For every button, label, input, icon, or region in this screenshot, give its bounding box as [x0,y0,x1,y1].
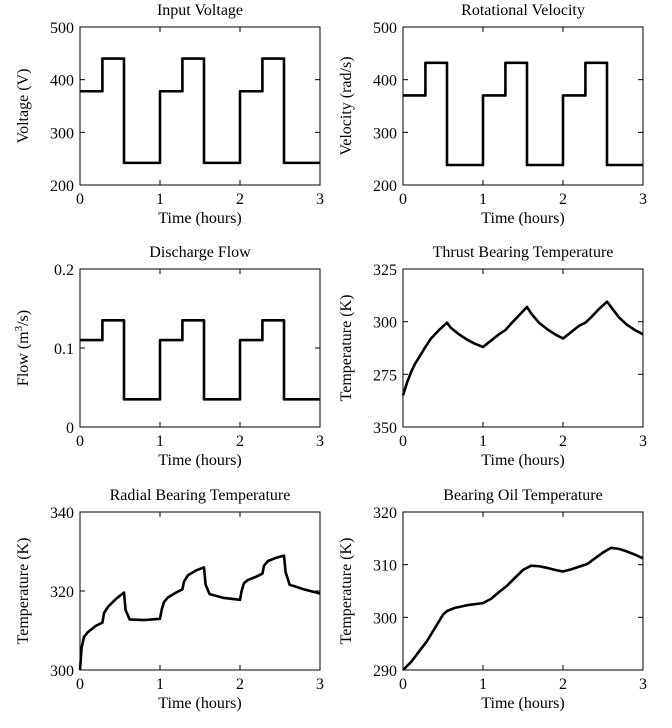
chart-title: Radial Bearing Temperature [110,487,291,504]
y-axis-label: Velocity (rad/s) [338,56,355,155]
chart-input-voltage: 0 1 2 3 200 300 400 500 Input Voltage Time (hours… [15,2,324,227]
y-tick-label: 300 [373,125,397,142]
chart-radial-bearing-temperature: 0 1 2 3 300 320 340 Radial Bearing Temperature T… [15,487,324,712]
x-tick-label: 3 [639,433,647,450]
y-tick-label: 290 [373,663,397,680]
y-axis-label: Temperature (K) [338,295,355,402]
x-tick-label: 1 [479,676,487,693]
y-tick-label: 0 [66,420,74,437]
chart-title: Input Voltage [157,2,243,19]
x-tick-label: 1 [479,433,487,450]
x-tick-label: 3 [316,433,324,450]
x-tick-label: 0 [76,433,84,450]
x-tick-label: 2 [559,676,567,693]
x-axis-label: Time (hours) [481,452,564,469]
y-axis-label: Temperature (K) [338,538,355,645]
series-line-0 [80,319,320,401]
x-tick-label: 0 [399,676,407,693]
x-tick-label: 3 [639,676,647,693]
x-tick-label: 2 [559,191,567,208]
chart-bearing-oil-temperature: 0 1 2 3 290 300 310 320 Bearing Oil Temperature T… [338,487,647,712]
x-tick-label: 1 [156,676,164,693]
series-line-0 [78,554,321,671]
y-tick-label: 275 [373,367,397,384]
series-line-0 [80,57,320,165]
x-tick-label: 3 [316,676,324,693]
y-axis-label: Voltage (V) [15,69,32,144]
x-axis-label: Time (hours) [481,695,564,712]
y-tick-label: 300 [373,315,397,332]
chart-rotational-velocity: 0 1 2 3 200 300 400 500 Rotational Velocity Time … [338,2,647,227]
x-axis-label: Time (hours) [158,452,241,469]
y-tick-label: 300 [50,663,74,680]
chart-title: Rotational Velocity [461,2,585,19]
plot-frame [79,511,321,671]
y-tick-label: 500 [373,20,397,37]
y-tick-label: 340 [50,505,74,522]
x-tick-label: 2 [236,191,244,208]
x-tick-label: 2 [559,433,567,450]
chart-title: Thrust Bearing Temperature [433,244,614,261]
x-tick-label: 0 [76,676,84,693]
y-tick-label: 400 [373,73,397,90]
plot-frame [402,268,644,428]
y-axis-label: Flow (m3/s) [13,310,32,386]
series-line-0 [403,61,643,167]
plot-frame [402,26,644,186]
y-tick-label: 310 [373,558,397,575]
y-tick-label: 300 [373,610,397,627]
y-tick-label: 325 [373,262,397,279]
x-tick-label: 2 [236,676,244,693]
y-tick-label: 320 [50,584,74,601]
x-axis-label: Time (hours) [158,695,241,712]
x-tick-label: 3 [639,191,647,208]
y-tick-label: 320 [373,505,397,522]
x-tick-label: 0 [399,433,407,450]
x-tick-label: 2 [236,433,244,450]
y-tick-label: 300 [50,125,74,142]
x-tick-label: 1 [479,191,487,208]
series-line-0 [401,300,644,396]
x-tick-label: 1 [156,191,164,208]
x-tick-label: 1 [156,433,164,450]
plot-frame [79,26,321,186]
chart-thrust-bearing-temperature: 0 1 2 3 350 275 300 325 Thrust Bearing Temperatu… [338,244,647,469]
chart-title: Discharge Flow [149,244,251,261]
plot-frame [402,511,644,671]
x-tick-label: 3 [316,191,324,208]
x-axis-label: Time (hours) [481,210,564,227]
x-tick-label: 0 [399,191,407,208]
series-line-0 [402,546,644,671]
x-tick-label: 0 [76,191,84,208]
y-axis-label: Temperature (K) [15,538,32,645]
y-tick-label: 400 [50,73,74,90]
y-tick-label: 200 [50,178,74,195]
y-tick-label: 0.1 [54,341,74,358]
chart-discharge-flow: 0 1 2 3 0 0.1 0.2 Discharge Flow Time (hours) Flo… [13,244,324,469]
y-tick-label: 200 [373,178,397,195]
x-axis-label: Time (hours) [158,210,241,227]
y-tick-label: 500 [50,20,74,37]
y-tick-label: 350 [373,420,397,437]
y-tick-label: 0.2 [54,262,74,279]
chart-title: Bearing Oil Temperature [443,487,602,504]
